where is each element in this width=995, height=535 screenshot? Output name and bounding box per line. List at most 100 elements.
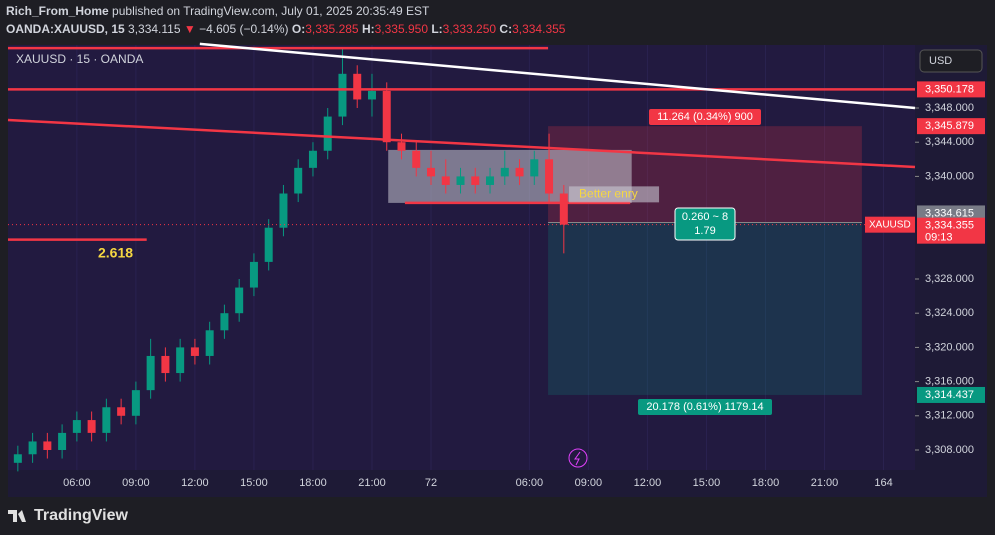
h-label: H: xyxy=(361,22,375,36)
legend: XAUUSD · 15 · OANDA xyxy=(16,52,143,66)
box-text: Better enry xyxy=(579,187,638,201)
candle-body xyxy=(235,287,244,314)
symbol-label-bg xyxy=(865,216,915,233)
y-tick-label: 3,316.000 xyxy=(925,376,974,388)
change-arrow: ▼ xyxy=(183,22,196,36)
time-axis-bg xyxy=(8,470,915,497)
brand: TradingView xyxy=(34,507,129,524)
candle-body xyxy=(323,116,332,151)
low: 3,333.250 xyxy=(442,22,497,36)
candle-body xyxy=(176,347,185,374)
candle-body xyxy=(205,330,214,356)
y-tick-label: 3,320.000 xyxy=(925,341,974,353)
candle-body xyxy=(471,176,480,185)
x-tick-label: 12:00 xyxy=(634,477,662,489)
target-text-bg xyxy=(638,399,772,415)
y-tick-label: 3,324.000 xyxy=(925,307,974,319)
candle-body xyxy=(545,159,554,194)
axis-label: 3,345.879 xyxy=(925,120,974,132)
candle-body xyxy=(353,73,362,100)
candle-body xyxy=(161,355,170,374)
c-label: C: xyxy=(499,22,513,36)
trendline xyxy=(199,42,916,110)
y-tick-label: 3,312.000 xyxy=(925,410,974,422)
candle-body xyxy=(279,193,288,228)
open: 3,335.285 xyxy=(305,22,359,36)
x-tick-label: 18:00 xyxy=(752,477,780,489)
y-tick-label: 3,328.000 xyxy=(925,273,974,285)
header-line-1: Rich_From_Home published on TradingView.… xyxy=(6,4,429,18)
box-text-bg xyxy=(569,186,660,203)
candle-body xyxy=(294,167,303,194)
currency-box[interactable] xyxy=(919,49,983,73)
candle-body xyxy=(412,150,421,168)
x-tick-label: 72 xyxy=(425,477,437,489)
event-bolt xyxy=(574,451,581,466)
y-tick-label: 3,344.000 xyxy=(925,136,974,148)
candle-body xyxy=(500,167,509,177)
event-icon[interactable] xyxy=(568,448,588,468)
countdown: 09:13 xyxy=(925,232,953,244)
o-label: O: xyxy=(291,22,306,36)
candle-body xyxy=(102,407,111,433)
axis-label-bg xyxy=(917,205,985,222)
trendline xyxy=(7,118,916,169)
axis-label: 3,314.437 xyxy=(925,389,974,401)
candle-body xyxy=(43,441,52,450)
stop-text-bg xyxy=(649,109,761,125)
level-text: 2.618 xyxy=(98,244,133,260)
candle-body xyxy=(13,454,22,463)
candle-body xyxy=(146,355,155,391)
header-line-2: OANDA:XAUUSD, 15 3,334.115 ▼ −4.605 (−0.… xyxy=(6,22,565,36)
candle-body xyxy=(515,167,524,177)
candle-body xyxy=(308,150,317,168)
candle-body xyxy=(486,176,495,185)
symbol: OANDA:XAUUSD, 15 xyxy=(6,22,125,36)
currency[interactable]: USD xyxy=(929,55,952,67)
target-zone xyxy=(548,222,862,395)
candle-body xyxy=(456,176,465,185)
candle-body xyxy=(117,407,126,416)
x-tick-label: 18:00 xyxy=(299,477,327,489)
axis-label-bg xyxy=(917,81,985,98)
change: −4.605 (−0.14%) xyxy=(199,22,289,36)
symbol-label: XAUUSD xyxy=(869,219,911,230)
candle-body xyxy=(530,159,539,177)
last: 3,334.115 xyxy=(128,22,181,36)
stop-text: 11.264 (0.34%) 900 xyxy=(657,111,753,123)
x-tick-label: 15:00 xyxy=(693,477,721,489)
candle-body xyxy=(58,432,67,450)
target-text: 20.178 (0.61%) 1179.14 xyxy=(646,401,763,413)
axis-label-bg xyxy=(917,386,985,403)
candle-body xyxy=(249,261,258,288)
l-label: L: xyxy=(431,22,443,36)
candle-body xyxy=(441,176,450,185)
brand-logo xyxy=(8,510,26,522)
axis-label-bg xyxy=(917,118,985,135)
current-label: 3,334.355 xyxy=(925,220,974,232)
candle-body xyxy=(87,420,96,433)
entry-text-bg xyxy=(674,207,736,241)
close: 3,334.355 xyxy=(512,22,566,36)
x-tick-label: 09:00 xyxy=(575,477,603,489)
published: published on TradingView.com, July 01, 2… xyxy=(112,4,430,18)
candle-body xyxy=(397,142,406,151)
x-tick-label: 09:00 xyxy=(122,477,150,489)
x-tick-label: 164 xyxy=(874,477,892,489)
x-tick-label: 06:00 xyxy=(516,477,544,489)
candle-body xyxy=(367,90,376,100)
current-label-bg xyxy=(917,217,985,244)
candle-body xyxy=(220,313,229,331)
candle-body xyxy=(427,167,436,177)
author: Rich_From_Home xyxy=(6,4,109,18)
candle-body xyxy=(338,73,347,117)
candle-body xyxy=(264,227,273,262)
x-tick-label: 06:00 xyxy=(63,477,91,489)
y-tick-label: 3,340.000 xyxy=(925,170,974,182)
candle-body xyxy=(382,90,391,143)
x-tick-label: 21:00 xyxy=(358,477,386,489)
candle-body xyxy=(190,347,199,356)
y-tick-label: 3,308.000 xyxy=(925,444,974,456)
